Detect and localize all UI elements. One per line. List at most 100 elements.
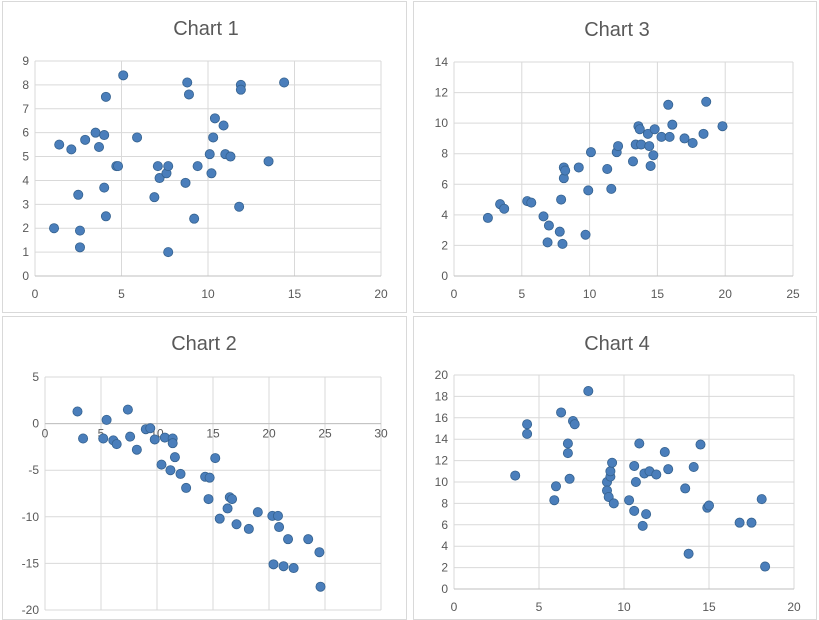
data-point [569, 419, 580, 430]
data-point [629, 505, 640, 516]
data-point [252, 507, 263, 518]
data-point [204, 149, 215, 160]
y-tick-label: 7 [22, 102, 29, 116]
y-tick-label: 2 [441, 238, 448, 252]
data-point [214, 513, 225, 524]
data-point [234, 201, 245, 212]
y-tick-label: 0 [22, 269, 29, 283]
chart-title: Chart 2 [171, 333, 237, 355]
y-tick-label: 6 [441, 177, 448, 191]
data-point [698, 128, 709, 139]
data-point [734, 517, 745, 528]
data-point [118, 70, 129, 81]
data-point [208, 132, 219, 143]
x-tick-label: 0 [32, 287, 39, 301]
data-point [218, 120, 229, 131]
data-point [149, 434, 160, 445]
y-tick-label: -5 [28, 463, 39, 477]
data-point [78, 433, 89, 444]
data-point [687, 138, 698, 149]
x-tick-label: 10 [617, 600, 631, 614]
data-point [554, 226, 565, 237]
y-tick-label: 5 [22, 150, 29, 164]
data-point [585, 147, 596, 158]
x-tick-label: 20 [719, 287, 733, 301]
data-point [602, 163, 613, 174]
data-point [703, 500, 714, 511]
x-tick-label: 0 [451, 600, 458, 614]
data-point [49, 223, 60, 234]
data-point [210, 453, 221, 464]
data-point [648, 150, 659, 161]
y-tick-label: 10 [435, 116, 449, 130]
data-point [192, 161, 203, 172]
y-tick-label: 2 [22, 221, 29, 235]
x-tick-label: 5 [536, 600, 543, 614]
chart-panel-2: Chart 2 -20 -15 -10 -5 0 5 0 5 10 15 20 25 30 [2, 316, 407, 620]
y-tick-label: 5 [32, 370, 39, 384]
scatter-chart-4: Chart 4 0 2 4 6 8 10 12 14 16 18 20 0 5 10 15 20 [435, 333, 801, 614]
data-point [556, 194, 567, 205]
data-point [183, 89, 194, 100]
data-point [100, 91, 111, 102]
x-tick-label: 5 [98, 427, 105, 441]
data-point [274, 522, 285, 533]
x-tick-label: 15 [288, 287, 302, 301]
data-point [562, 448, 573, 459]
data-point [560, 165, 571, 176]
data-point [526, 197, 537, 208]
data-point [634, 438, 645, 449]
x-tick-label: 20 [262, 427, 276, 441]
data-point [613, 141, 624, 152]
data-point [605, 466, 616, 477]
x-tick-label: 0 [42, 427, 49, 441]
data-point [580, 229, 591, 240]
data-point [149, 192, 160, 203]
data-point [209, 113, 220, 124]
y-tick-label: 12 [435, 454, 449, 468]
y-tick-label: 14 [435, 432, 449, 446]
data-point [243, 523, 254, 534]
data-point [98, 433, 109, 444]
x-tick-label: 10 [583, 287, 597, 301]
data-point [203, 494, 214, 505]
data-point [510, 470, 521, 481]
data-point [651, 469, 662, 480]
data-point [163, 247, 174, 258]
data-point [663, 464, 674, 475]
y-tick-label: -10 [22, 510, 40, 524]
data-point [132, 132, 143, 143]
y-tick-label: 0 [441, 269, 448, 283]
x-tick-label: 10 [201, 287, 215, 301]
data-point [637, 520, 648, 531]
x-tick-label: 20 [787, 600, 801, 614]
data-point [206, 168, 217, 179]
y-tick-label: 4 [441, 208, 448, 222]
data-point [74, 225, 85, 236]
chart-title: Chart 4 [584, 333, 650, 355]
data-point [683, 548, 694, 559]
y-tick-label: -15 [22, 556, 40, 570]
chart-title: Chart 1 [173, 18, 239, 40]
data-point [165, 465, 176, 476]
data-point [99, 182, 110, 193]
data-point [522, 428, 533, 439]
data-point [268, 559, 279, 570]
data-point [562, 438, 573, 449]
y-tick-label: 18 [435, 389, 449, 403]
data-point [522, 419, 533, 430]
y-tick-label: 20 [435, 368, 449, 382]
data-point [100, 211, 111, 222]
data-point [550, 481, 561, 492]
y-tick-label: 4 [441, 539, 448, 553]
data-point [543, 220, 554, 231]
data-point [94, 141, 105, 152]
data-point [642, 128, 653, 139]
x-tick-label: 5 [118, 287, 125, 301]
data-point [54, 139, 65, 150]
y-tick-label: 8 [441, 147, 448, 161]
x-tick-label: 15 [651, 287, 665, 301]
data-point [167, 438, 178, 449]
x-tick-label: 15 [702, 600, 716, 614]
x-tick-label: 15 [206, 427, 220, 441]
